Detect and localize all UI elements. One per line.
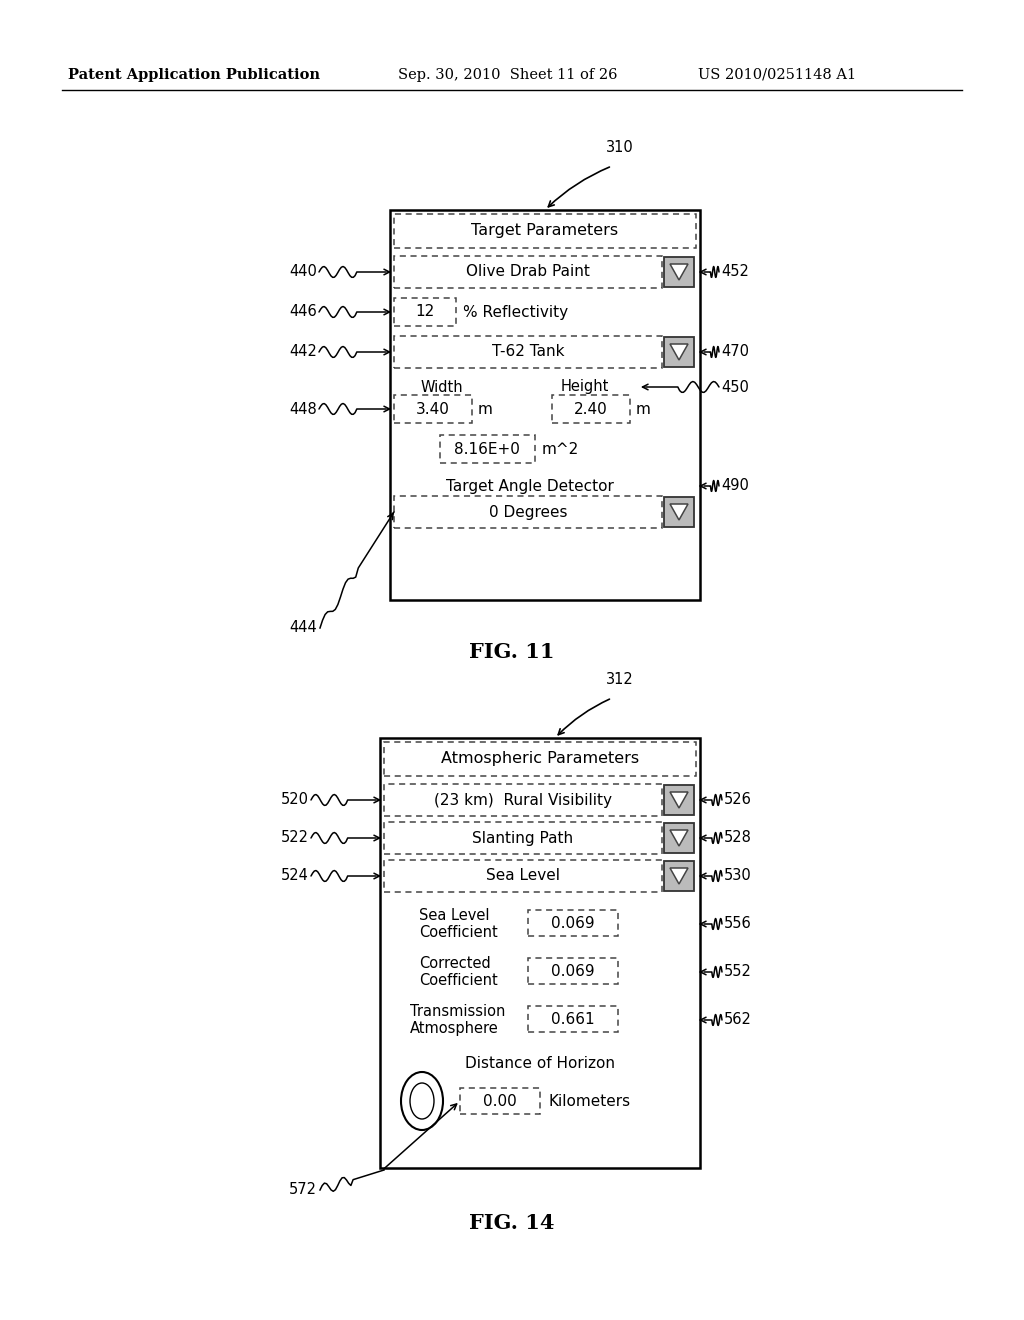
Text: Olive Drab Paint: Olive Drab Paint [466, 264, 590, 280]
Text: m: m [636, 401, 651, 417]
Bar [394, 214, 696, 248]
Bar [528, 1006, 618, 1032]
Text: 0.661: 0.661 [551, 1012, 595, 1027]
Bar [664, 785, 694, 814]
Text: Width: Width [421, 380, 463, 395]
Bar [394, 298, 456, 326]
Text: Kilometers: Kilometers [548, 1093, 630, 1109]
Text: 448: 448 [289, 401, 316, 417]
Text: (23 km)  Rural Visibility: (23 km) Rural Visibility [434, 792, 612, 808]
Bar [552, 395, 630, 422]
Text: m^2: m^2 [542, 441, 580, 457]
Text: T-62 Tank: T-62 Tank [492, 345, 564, 359]
Bar [664, 861, 694, 891]
Text: 2.40: 2.40 [574, 401, 608, 417]
Bar [394, 496, 662, 528]
Bar [384, 861, 662, 892]
Bar [664, 337, 694, 367]
Text: Corrected
Coefficient: Corrected Coefficient [419, 956, 498, 989]
Bar [390, 210, 700, 601]
Bar [394, 256, 662, 288]
Text: 442: 442 [289, 345, 317, 359]
Bar [384, 742, 696, 776]
Text: 490: 490 [721, 479, 749, 494]
Text: Sea Level: Sea Level [486, 869, 560, 883]
Text: 470: 470 [721, 345, 749, 359]
Text: 12: 12 [416, 305, 434, 319]
Text: 440: 440 [289, 264, 317, 280]
Bar [440, 436, 535, 463]
Text: 452: 452 [721, 264, 749, 280]
Text: Transmission
Atmosphere: Transmission Atmosphere [411, 1003, 506, 1036]
Text: 444: 444 [289, 620, 316, 635]
Ellipse shape [410, 1082, 434, 1119]
Text: % Reflectivity: % Reflectivity [463, 305, 568, 319]
Text: 0.069: 0.069 [551, 916, 595, 932]
Text: 446: 446 [289, 305, 316, 319]
Text: Slanting Path: Slanting Path [472, 830, 573, 846]
Polygon shape [670, 504, 688, 520]
Text: Height: Height [561, 380, 609, 395]
Polygon shape [670, 345, 688, 360]
Text: 3.40: 3.40 [416, 401, 450, 417]
Text: 522: 522 [281, 830, 309, 846]
Text: 530: 530 [724, 869, 752, 883]
Text: 528: 528 [724, 830, 752, 846]
Bar [460, 1088, 540, 1114]
Text: Sea Level
Coefficient: Sea Level Coefficient [419, 908, 498, 940]
Text: FIG. 11: FIG. 11 [469, 642, 555, 663]
Text: m: m [478, 401, 493, 417]
Bar [528, 909, 618, 936]
Text: 524: 524 [281, 869, 309, 883]
Text: 520: 520 [281, 792, 309, 808]
Text: 572: 572 [289, 1183, 317, 1197]
Polygon shape [670, 264, 688, 280]
Bar [664, 257, 694, 286]
Text: 562: 562 [724, 1012, 752, 1027]
Text: 8.16E+0: 8.16E+0 [454, 441, 520, 457]
Bar [380, 738, 700, 1168]
Ellipse shape [401, 1072, 443, 1130]
Text: FIG. 14: FIG. 14 [469, 1213, 555, 1233]
Text: 310: 310 [606, 140, 634, 156]
Text: 0.069: 0.069 [551, 965, 595, 979]
Text: 0 Degrees: 0 Degrees [488, 504, 567, 520]
Bar [384, 822, 662, 854]
Polygon shape [670, 830, 688, 846]
Text: US 2010/0251148 A1: US 2010/0251148 A1 [698, 69, 856, 82]
Text: Target Angle Detector: Target Angle Detector [446, 479, 614, 494]
Text: Patent Application Publication: Patent Application Publication [68, 69, 319, 82]
Bar [394, 395, 472, 422]
Text: Atmospheric Parameters: Atmospheric Parameters [441, 751, 639, 767]
Bar [528, 958, 618, 983]
Polygon shape [670, 792, 688, 808]
Text: 312: 312 [606, 672, 634, 688]
Text: 450: 450 [721, 380, 749, 395]
Text: Sep. 30, 2010  Sheet 11 of 26: Sep. 30, 2010 Sheet 11 of 26 [398, 69, 617, 82]
Text: Target Parameters: Target Parameters [471, 223, 618, 239]
Text: 0.00: 0.00 [483, 1093, 517, 1109]
Polygon shape [670, 869, 688, 884]
Bar [664, 498, 694, 527]
Bar [394, 337, 662, 368]
Text: 526: 526 [724, 792, 752, 808]
Bar [384, 784, 662, 816]
Text: 552: 552 [724, 965, 752, 979]
Text: 556: 556 [724, 916, 752, 932]
Text: Distance of Horizon: Distance of Horizon [465, 1056, 615, 1072]
Bar [664, 822, 694, 853]
